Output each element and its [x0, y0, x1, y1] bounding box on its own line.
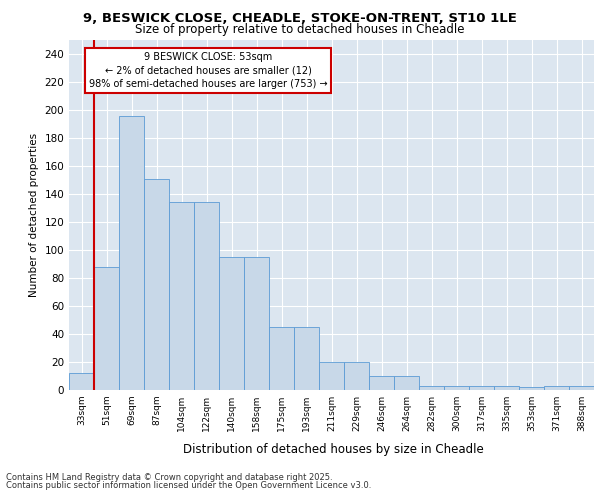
- Bar: [244, 257, 269, 390]
- Bar: [419, 386, 444, 390]
- Text: Distribution of detached houses by size in Cheadle: Distribution of detached houses by size …: [182, 442, 484, 456]
- Text: Contains HM Land Registry data © Crown copyright and database right 2025.: Contains HM Land Registry data © Crown c…: [6, 472, 332, 482]
- Bar: [194, 202, 219, 390]
- Bar: [394, 376, 419, 390]
- Bar: [69, 373, 94, 390]
- Text: 9, BESWICK CLOSE, CHEADLE, STOKE-ON-TRENT, ST10 1LE: 9, BESWICK CLOSE, CHEADLE, STOKE-ON-TREN…: [83, 12, 517, 26]
- Text: Size of property relative to detached houses in Cheadle: Size of property relative to detached ho…: [135, 22, 465, 36]
- Bar: [544, 386, 569, 390]
- Bar: [369, 376, 394, 390]
- Bar: [494, 386, 519, 390]
- Bar: [144, 178, 169, 390]
- Bar: [169, 202, 194, 390]
- Bar: [444, 386, 469, 390]
- Bar: [119, 116, 144, 390]
- Bar: [219, 257, 244, 390]
- Bar: [269, 327, 294, 390]
- Bar: [94, 267, 119, 390]
- Bar: [469, 386, 494, 390]
- Bar: [319, 362, 344, 390]
- Text: 9 BESWICK CLOSE: 53sqm
← 2% of detached houses are smaller (12)
98% of semi-deta: 9 BESWICK CLOSE: 53sqm ← 2% of detached …: [89, 52, 328, 88]
- Y-axis label: Number of detached properties: Number of detached properties: [29, 133, 39, 297]
- Bar: [519, 387, 544, 390]
- Bar: [344, 362, 369, 390]
- Bar: [569, 386, 594, 390]
- Text: Contains public sector information licensed under the Open Government Licence v3: Contains public sector information licen…: [6, 481, 371, 490]
- Bar: [294, 327, 319, 390]
